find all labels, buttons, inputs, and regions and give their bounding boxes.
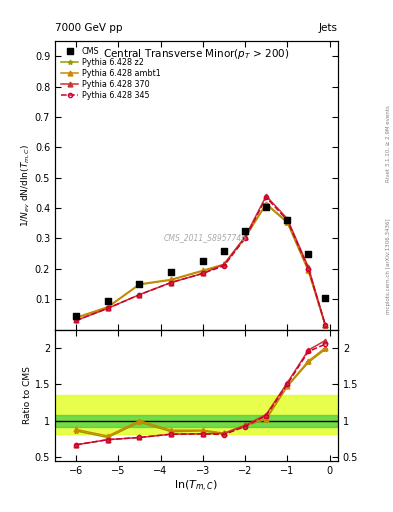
Y-axis label: $1/N_{ev}$ dN/d$\ln(T_{m,C})$: $1/N_{ev}$ dN/d$\ln(T_{m,C})$ xyxy=(20,143,32,227)
CMS xyxy=(305,249,312,258)
Pythia 6.428 345 xyxy=(222,263,226,269)
Line: Pythia 6.428 345: Pythia 6.428 345 xyxy=(74,196,327,327)
Pythia 6.428 370 xyxy=(169,280,174,286)
Text: Central Transverse Minor$(p_{\mathit{T}}$ > 200): Central Transverse Minor$(p_{\mathit{T}}… xyxy=(103,47,290,61)
Pythia 6.428 ambt1 xyxy=(222,261,226,267)
Pythia 6.428 345 xyxy=(323,322,328,328)
Text: CMS_2011_S8957746: CMS_2011_S8957746 xyxy=(163,233,246,242)
Pythia 6.428 z2 xyxy=(243,235,248,241)
CMS xyxy=(73,312,79,320)
Pythia 6.428 370 xyxy=(105,305,110,311)
Pythia 6.428 370 xyxy=(200,270,205,276)
Pythia 6.428 ambt1 xyxy=(137,281,142,287)
Pythia 6.428 ambt1 xyxy=(285,219,290,225)
Text: Jets: Jets xyxy=(319,23,338,33)
Pythia 6.428 345 xyxy=(285,217,290,223)
Legend: CMS, Pythia 6.428 z2, Pythia 6.428 ambt1, Pythia 6.428 370, Pythia 6.428 345: CMS, Pythia 6.428 z2, Pythia 6.428 ambt1… xyxy=(59,45,162,101)
Pythia 6.428 370 xyxy=(323,322,328,328)
Text: 7000 GeV pp: 7000 GeV pp xyxy=(55,23,123,33)
Pythia 6.428 ambt1 xyxy=(323,322,328,328)
Pythia 6.428 z2 xyxy=(137,282,142,288)
Line: Pythia 6.428 ambt1: Pythia 6.428 ambt1 xyxy=(74,201,328,328)
Pythia 6.428 345 xyxy=(243,236,248,242)
Line: Pythia 6.428 z2: Pythia 6.428 z2 xyxy=(74,202,328,328)
Pythia 6.428 z2 xyxy=(105,304,110,310)
Pythia 6.428 z2 xyxy=(285,220,290,226)
Pythia 6.428 370 xyxy=(264,193,268,199)
Pythia 6.428 370 xyxy=(222,261,226,267)
Pythia 6.428 370 xyxy=(74,317,79,324)
CMS xyxy=(322,293,329,302)
Text: Rivet 3.1.10, ≥ 2.9M events: Rivet 3.1.10, ≥ 2.9M events xyxy=(386,105,391,182)
CMS xyxy=(263,202,269,210)
Pythia 6.428 z2 xyxy=(306,268,311,274)
Y-axis label: Ratio to CMS: Ratio to CMS xyxy=(23,366,32,424)
Pythia 6.428 z2 xyxy=(200,268,205,274)
CMS xyxy=(284,216,290,224)
Pythia 6.428 345 xyxy=(137,292,142,298)
Pythia 6.428 345 xyxy=(264,195,268,201)
CMS xyxy=(168,268,174,276)
Pythia 6.428 z2 xyxy=(169,277,174,283)
Pythia 6.428 345 xyxy=(200,270,205,276)
Bar xyxy=(55,415,338,426)
CMS xyxy=(221,246,227,254)
Pythia 6.428 345 xyxy=(105,305,110,311)
Pythia 6.428 ambt1 xyxy=(105,304,110,310)
Pythia 6.428 370 xyxy=(306,264,311,270)
Pythia 6.428 z2 xyxy=(74,315,79,321)
Pythia 6.428 ambt1 xyxy=(200,267,205,273)
Pythia 6.428 370 xyxy=(137,292,142,298)
Pythia 6.428 ambt1 xyxy=(306,267,311,273)
Pythia 6.428 ambt1 xyxy=(264,200,268,206)
Line: Pythia 6.428 370: Pythia 6.428 370 xyxy=(74,194,328,328)
CMS xyxy=(200,257,206,265)
CMS xyxy=(242,227,248,235)
Pythia 6.428 z2 xyxy=(323,323,328,329)
Pythia 6.428 ambt1 xyxy=(243,234,248,240)
Pythia 6.428 z2 xyxy=(222,262,226,268)
Pythia 6.428 370 xyxy=(285,216,290,222)
Pythia 6.428 345 xyxy=(169,280,174,286)
Pythia 6.428 345 xyxy=(306,266,311,272)
Pythia 6.428 ambt1 xyxy=(169,276,174,283)
X-axis label: $\ln(T_{m,C})$: $\ln(T_{m,C})$ xyxy=(174,478,219,494)
Text: mcplots.cern.ch [arXiv:1306.3436]: mcplots.cern.ch [arXiv:1306.3436] xyxy=(386,219,391,314)
Bar xyxy=(55,395,338,434)
Pythia 6.428 370 xyxy=(243,234,248,240)
Pythia 6.428 345 xyxy=(74,317,79,324)
Pythia 6.428 ambt1 xyxy=(74,314,79,321)
CMS xyxy=(105,296,111,305)
Pythia 6.428 z2 xyxy=(264,201,268,207)
CMS xyxy=(136,280,143,288)
